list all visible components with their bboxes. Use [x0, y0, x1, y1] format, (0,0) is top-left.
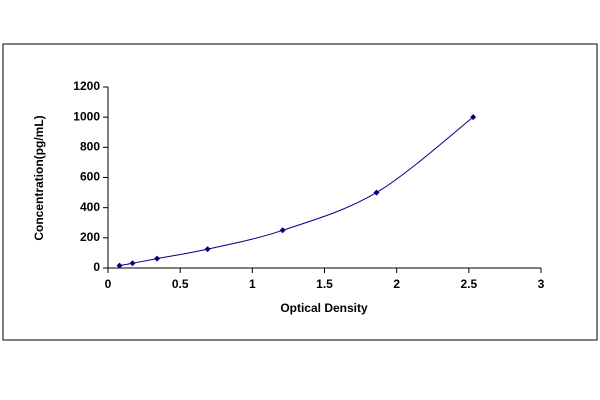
data-point [116, 262, 123, 269]
x-tick-label: 2.5 [460, 277, 477, 291]
x-tick-label: 1 [249, 277, 256, 291]
series-line [119, 116, 474, 267]
y-tick-label: 800 [80, 140, 100, 154]
y-tick-label: 400 [80, 200, 100, 214]
chart-frame [2, 43, 598, 341]
y-tick-label: 200 [80, 230, 100, 244]
x-tick-label: 2 [393, 277, 400, 291]
y-tick-label: 600 [80, 170, 100, 184]
data-point [373, 189, 380, 196]
x-axis-label: Optical Density [280, 301, 368, 315]
data-point [129, 260, 136, 267]
data-point [470, 114, 477, 121]
y-axis-label: Concentration(pg/mL) [32, 115, 46, 240]
y-tick-label: 0 [93, 260, 100, 274]
y-tick-label: 1000 [73, 109, 100, 123]
x-tick-label: 3 [538, 277, 545, 291]
x-tick-label: 1.5 [316, 277, 333, 291]
data-point [154, 255, 161, 262]
data-point [204, 246, 211, 253]
x-tick-label: 0.5 [172, 277, 189, 291]
y-tick-label: 1200 [73, 79, 100, 93]
x-tick-label: 0 [105, 277, 112, 291]
data-point [279, 227, 286, 234]
